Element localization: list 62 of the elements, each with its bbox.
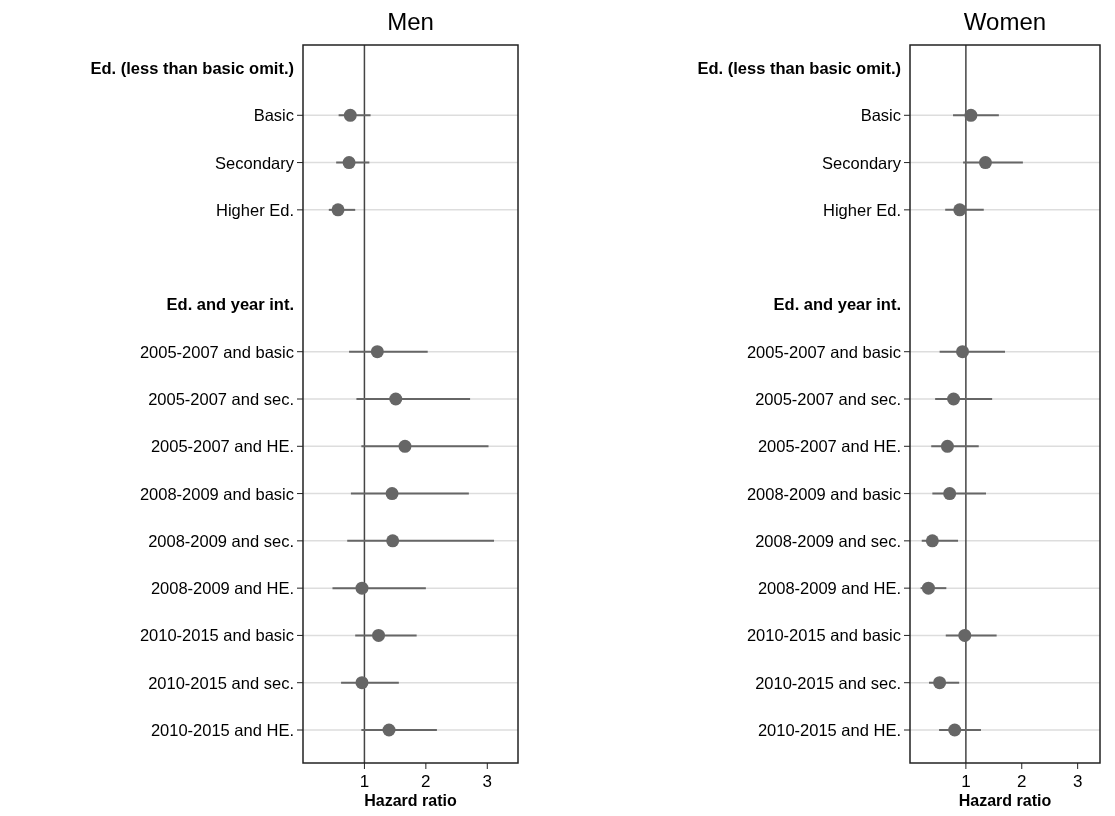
point [355,581,369,595]
y-tick-label: 2005-2007 and basic [746,342,901,361]
point [386,534,400,548]
point [953,203,967,217]
x-tick-label: 1 [359,772,370,791]
point [385,487,399,501]
chart-title: Women [963,8,1047,35]
point [947,392,961,406]
y-tick-label: Ed. and year int. [166,295,294,314]
y-tick-label: Higher Ed. [823,200,901,219]
point [921,581,935,595]
y-tick-label: 2010-2015 and sec. [755,673,901,692]
point [372,628,386,642]
y-tick-label: Secondary [822,153,902,172]
x-tick-label: 2 [1017,772,1027,791]
point [342,156,356,170]
x-tick-label: 3 [1072,772,1083,791]
y-tick-label: 2008-2009 and basic [746,484,901,503]
point [958,628,972,642]
point [948,723,962,737]
y-tick-label: Ed. (less than basic omit.) [697,59,901,77]
y-tick-label: 2010-2015 and sec. [148,673,294,692]
y-tick-label: Basic [860,106,901,125]
point [355,676,369,690]
y-tick-label: 2008-2009 and basic [139,484,294,503]
point [933,676,947,690]
point [370,345,384,359]
point [943,487,957,501]
point [978,156,992,170]
y-tick-label: 2005-2007 and HE. [150,437,294,456]
x-tick-label: 2 [421,772,431,791]
y-tick-label: 2010-2015 and basic [746,626,901,645]
point [398,439,412,453]
chart-title: Men [387,8,434,35]
point [382,723,396,737]
y-tick-label: Higher Ed. [216,200,294,219]
y-tick-label: 2010-2015 and basic [139,626,294,645]
y-tick-label: 2005-2007 and HE. [757,437,901,456]
y-tick-label: 2008-2009 and HE. [150,579,294,598]
point [956,345,970,359]
point [940,439,954,453]
y-tick-label: 2008-2009 and sec. [755,531,901,550]
point [389,392,403,406]
y-tick-label: Secondary [215,153,295,172]
y-tick-label: 2005-2007 and basic [139,342,294,361]
point [343,108,357,122]
y-tick-label: 2008-2009 and HE. [757,579,901,598]
y-tick-label: 2005-2007 and sec. [755,390,901,408]
point [925,534,939,548]
y-tick-label: Ed. and year int. [773,295,901,314]
y-tick-label: 2008-2009 and sec. [148,531,294,550]
y-tick-label: Basic [253,106,294,125]
point [964,108,978,122]
x-axis-title: Hazard ratio [958,792,1052,809]
x-tick-label: 3 [482,772,493,791]
y-tick-label: 2010-2015 and HE. [757,721,901,739]
y-tick-label: 2010-2015 and HE. [150,721,294,739]
point [331,203,345,217]
x-tick-label: 1 [961,772,971,791]
y-tick-label: Ed. (less than basic omit.) [90,59,294,77]
y-tick-label: 2005-2007 and sec. [148,390,294,408]
x-axis-title: Hazard ratio [364,792,457,809]
